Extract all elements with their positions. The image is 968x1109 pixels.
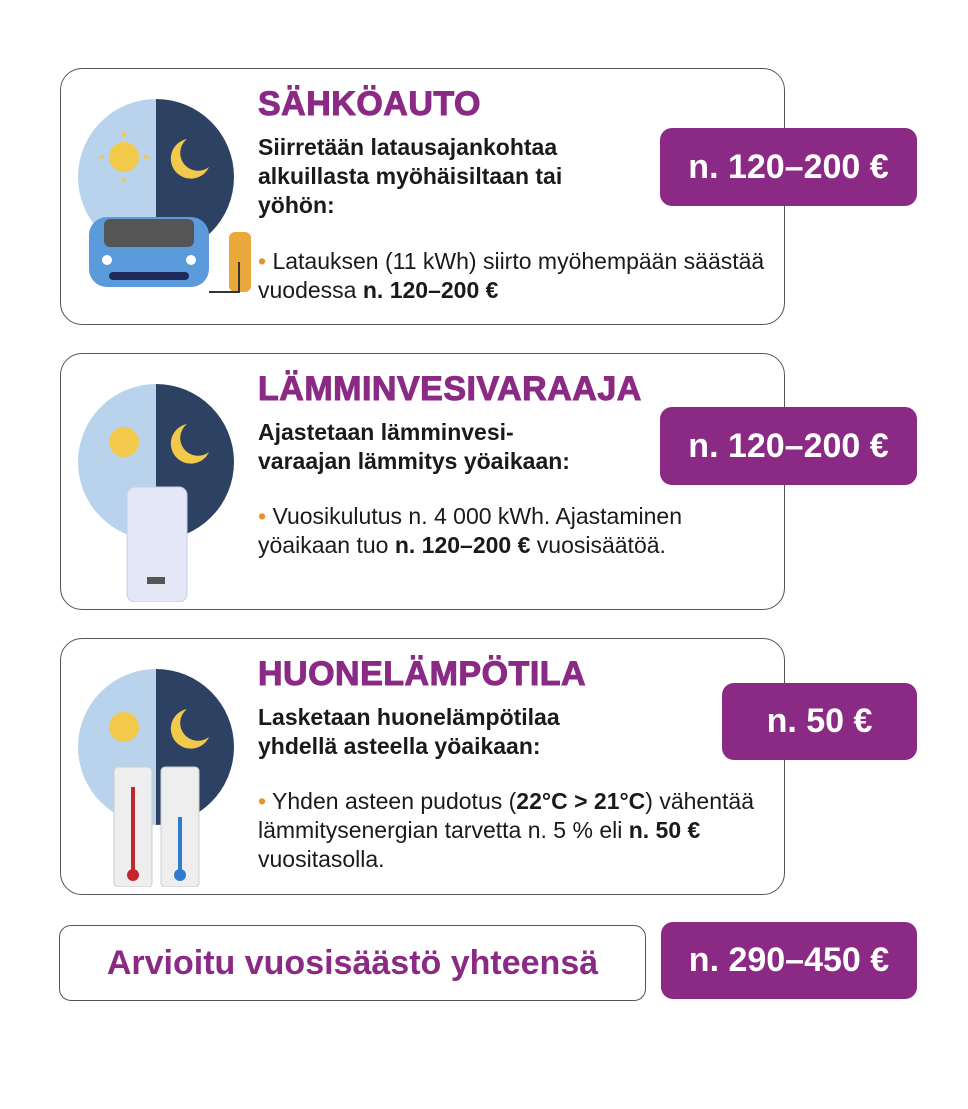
day-night-thermometer-icon — [78, 669, 234, 887]
card-bullet: • Yhden asteen pudotus (22°C > 21°C) väh… — [258, 788, 754, 872]
savings-badge: n. 50 € — [722, 683, 917, 760]
card-lead: Siirretään latausajankohtaa alkuillasta … — [258, 134, 563, 218]
card-bullet: • Latauksen (11 kWh) siirto myöhempään s… — [258, 248, 765, 303]
savings-badge: n. 120–200 € — [660, 407, 917, 485]
total-badge: n. 290–450 € — [661, 922, 917, 999]
card-room-temperature: HUONELÄMPÖTILA Lasketaan huonelämpötilaa… — [60, 638, 785, 895]
card-title: SÄHKÖAUTO — [258, 85, 482, 124]
card-bullet: • Vuosikulutus n. 4 000 kWh. Ajastaminen… — [258, 503, 682, 558]
card-lead: Ajastetaan lämminvesi-varaajan lämmitys … — [258, 419, 570, 474]
day-night-water-heater-icon — [78, 384, 234, 602]
savings-badge: n. 120–200 € — [660, 128, 917, 206]
card-title: LÄMMINVESIVARAAJA — [258, 370, 642, 409]
card-water-heater: LÄMMINVESIVARAAJA Ajastetaan lämminvesi-… — [60, 353, 785, 610]
card-lead: Lasketaan huonelämpötilaa yhdellä asteel… — [258, 704, 560, 759]
card-title: HUONELÄMPÖTILA — [257, 655, 587, 694]
total-label: Arvioitu vuosisäästö yhteensä — [59, 925, 646, 1001]
day-night-electric-car-icon — [78, 99, 251, 293]
